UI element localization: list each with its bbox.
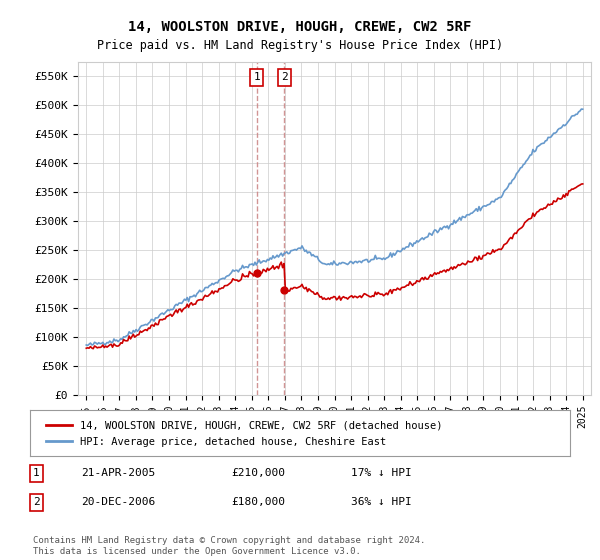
Text: 2: 2 [33,497,40,507]
Text: 20-DEC-2006: 20-DEC-2006 [81,497,155,507]
Text: Price paid vs. HM Land Registry's House Price Index (HPI): Price paid vs. HM Land Registry's House … [97,39,503,52]
Text: 14, WOOLSTON DRIVE, HOUGH, CREWE, CW2 5RF: 14, WOOLSTON DRIVE, HOUGH, CREWE, CW2 5R… [128,20,472,34]
Text: £180,000: £180,000 [231,497,285,507]
Text: £210,000: £210,000 [231,468,285,478]
Legend: 14, WOOLSTON DRIVE, HOUGH, CREWE, CW2 5RF (detached house), HPI: Average price, : 14, WOOLSTON DRIVE, HOUGH, CREWE, CW2 5R… [41,415,448,452]
Text: 2: 2 [281,72,288,82]
Text: Contains HM Land Registry data © Crown copyright and database right 2024.
This d: Contains HM Land Registry data © Crown c… [33,536,425,556]
Text: 36% ↓ HPI: 36% ↓ HPI [351,497,412,507]
Text: 1: 1 [253,72,260,82]
Text: 21-APR-2005: 21-APR-2005 [81,468,155,478]
Text: 17% ↓ HPI: 17% ↓ HPI [351,468,412,478]
Text: 1: 1 [33,468,40,478]
